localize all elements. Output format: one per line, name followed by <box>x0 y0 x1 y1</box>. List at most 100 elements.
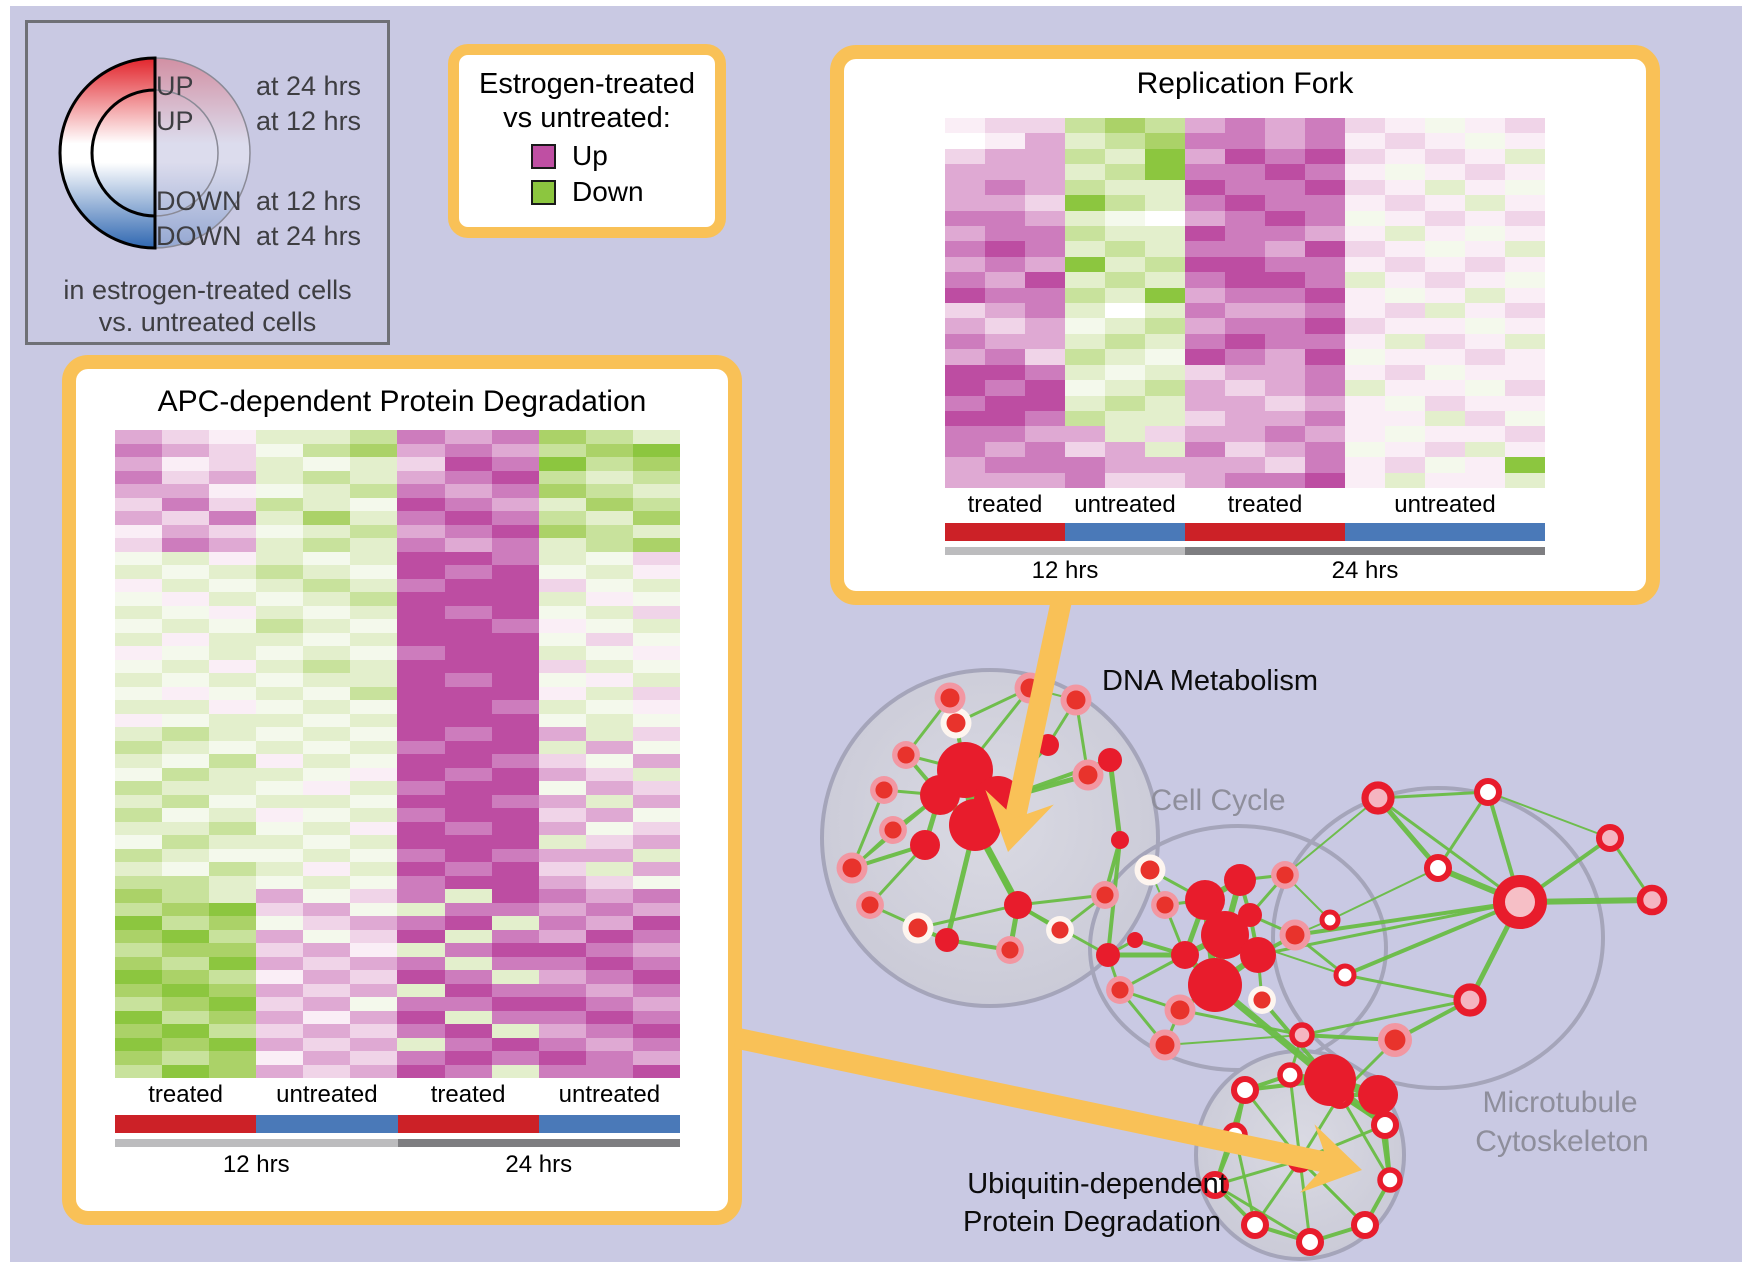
hm-cell <box>162 862 210 876</box>
hm-cell <box>162 835 210 849</box>
pointer-arrow-shaft <box>1004 595 1073 825</box>
hm-cell <box>444 740 492 754</box>
hm-cell <box>256 551 304 565</box>
hm-cell <box>350 848 398 862</box>
hm-cell <box>985 164 1025 180</box>
hm-cell <box>1305 457 1345 473</box>
hm-cell <box>1145 333 1185 350</box>
hm-cell <box>350 1037 398 1051</box>
hm-cell <box>1105 364 1145 381</box>
hm-cell <box>303 956 351 970</box>
hm-cell <box>585 808 633 822</box>
hm-cell <box>209 767 257 781</box>
hm-cell <box>1225 410 1265 427</box>
gene-node-ring <box>1295 1227 1325 1257</box>
hm-cell <box>303 848 351 862</box>
hm-cell <box>1505 364 1545 381</box>
hm-cell <box>115 551 163 565</box>
hm-cell <box>444 727 492 741</box>
gene-node-core <box>946 713 966 733</box>
hm-cell <box>538 808 586 822</box>
hm-cell <box>1425 225 1465 242</box>
hm-cell <box>397 565 445 579</box>
hm-cell <box>162 875 210 889</box>
treatment-bar-segment <box>397 1115 539 1133</box>
hm-cell <box>985 210 1025 226</box>
hm-cell <box>1105 395 1145 411</box>
hm-cell <box>1345 195 1385 211</box>
hm-cell <box>115 443 163 457</box>
hm-cell <box>209 538 257 552</box>
hm-cell <box>303 970 351 984</box>
hm-cell <box>632 997 680 1011</box>
hm-cell <box>444 551 492 565</box>
hm-cell <box>491 565 539 579</box>
hm-cell <box>1425 195 1465 211</box>
hm-cell <box>491 1024 539 1038</box>
hm-cell <box>1065 380 1105 396</box>
hm-cell <box>115 497 163 511</box>
hm-cell <box>1505 287 1545 303</box>
hm-cell <box>1265 472 1305 488</box>
hm-cell <box>256 983 304 997</box>
hm-cell <box>1505 148 1545 165</box>
hm-cell <box>256 862 304 876</box>
hm-cell <box>1025 133 1065 149</box>
hm-cell <box>444 835 492 849</box>
hm-cell <box>632 848 680 862</box>
hm-cell <box>945 380 985 396</box>
gene-node-core <box>1096 886 1114 904</box>
hm-cell <box>538 740 586 754</box>
hm-cell <box>585 457 633 471</box>
hm-cell <box>209 1037 257 1051</box>
hm-cell <box>1185 225 1225 242</box>
hm-cell <box>632 956 680 970</box>
hm-cell <box>1385 395 1425 411</box>
hm-cell <box>1065 133 1105 149</box>
hm-cell <box>1025 272 1065 288</box>
hm-cell <box>1505 472 1545 488</box>
gene-node-solid <box>1004 891 1032 919</box>
hm-cell <box>1385 133 1425 149</box>
hm-cell <box>303 538 351 552</box>
hm-cell <box>538 470 586 484</box>
hm-cell <box>350 457 398 471</box>
hm-cell <box>1265 179 1305 196</box>
hm-cell <box>1345 210 1385 226</box>
hm-cell <box>1505 133 1545 149</box>
hm-cell <box>1425 395 1465 411</box>
scale-row-up24: UP at 24 hrs <box>28 71 387 101</box>
hm-cell <box>1305 241 1345 257</box>
hm-cell <box>632 1010 680 1024</box>
hm-cell <box>256 794 304 808</box>
hm-cell <box>538 457 586 471</box>
hm-cell <box>1065 457 1105 473</box>
hm-cell <box>1025 364 1065 381</box>
hm-cell <box>585 551 633 565</box>
hm-cell <box>1505 395 1545 411</box>
gene-node-solid <box>1127 932 1143 948</box>
hm-cell <box>162 457 210 471</box>
hm-cell <box>1385 118 1425 134</box>
hm-cell <box>538 551 586 565</box>
hm-cell <box>1425 349 1465 365</box>
hm-cell <box>397 497 445 511</box>
hm-cell <box>350 916 398 930</box>
hm-cell <box>632 970 680 984</box>
hm-cell <box>1385 225 1425 242</box>
scale-row-up12: UP at 12 hrs <box>28 106 387 136</box>
hm-cell <box>491 794 539 808</box>
hm-cell <box>491 754 539 768</box>
gene-node-solid <box>949 799 1001 851</box>
hm-cell <box>538 1024 586 1038</box>
hm-cell <box>350 1024 398 1038</box>
hm-cell <box>115 524 163 538</box>
hm-cell <box>1265 395 1305 411</box>
rf-group-labels: treated untreated treated untreated <box>945 491 1545 519</box>
gene-node-solid <box>920 775 960 815</box>
hm-cell <box>1345 256 1385 273</box>
hm-cell <box>303 835 351 849</box>
hm-cell <box>985 118 1025 134</box>
hm-cell <box>1225 256 1265 273</box>
hm-cell <box>1185 303 1225 319</box>
